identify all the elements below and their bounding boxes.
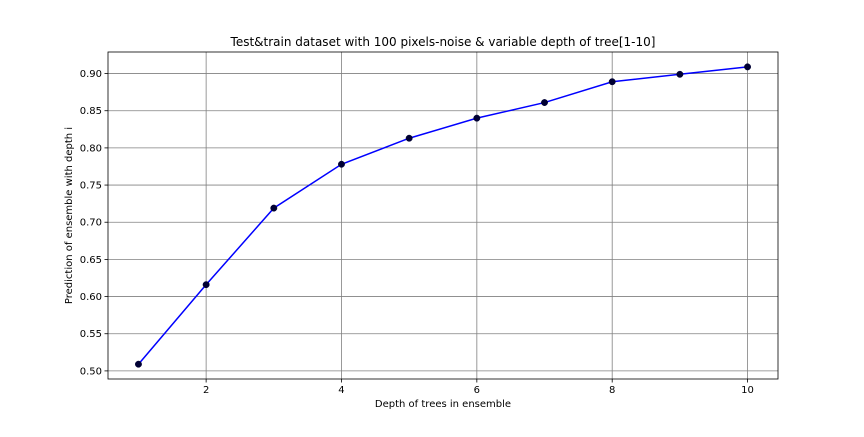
plot-frame [107, 51, 779, 380]
data-point [135, 360, 142, 368]
series-layer [135, 63, 751, 368]
y-axis-label: Prediction of ensemble with depth i [64, 127, 75, 304]
data-point [473, 114, 481, 122]
grid [108, 52, 778, 379]
data-point [744, 63, 751, 71]
y-tick-label: 0.70 [80, 218, 102, 229]
data-point [270, 204, 278, 212]
data-point [608, 78, 616, 86]
data-point [202, 281, 210, 289]
x-tick-label: 8 [609, 385, 615, 396]
x-tick-label: 2 [203, 385, 209, 396]
y-tick-label: 0.80 [80, 143, 102, 154]
y-tick-label: 0.55 [80, 329, 102, 340]
x-axis-label: Depth of trees in ensemble [375, 399, 511, 410]
y-tick-label: 0.75 [80, 181, 102, 192]
y-tick-label: 0.65 [80, 255, 102, 266]
x-axis: 2 4 6 8 10 [203, 379, 754, 396]
y-tick-label: 0.60 [80, 292, 102, 303]
x-tick-label: 6 [474, 385, 480, 396]
y-tick-label: 0.85 [80, 106, 102, 117]
data-point [338, 160, 345, 168]
data-point [541, 99, 548, 106]
y-tick-label: 0.90 [80, 69, 102, 80]
x-tick-label: 10 [741, 385, 754, 396]
series-line [137, 66, 748, 365]
x-tick-label: 4 [338, 385, 344, 396]
y-axis: 0.50 0.55 0.60 0.65 0.70 0.75 0.80 0.85 0.90 [80, 69, 108, 377]
chart-title: Test&train dataset with 100 pixels-noise… [230, 35, 656, 49]
y-tick-label: 0.50 [80, 366, 102, 377]
data-point [405, 134, 413, 142]
data-point [676, 70, 684, 78]
